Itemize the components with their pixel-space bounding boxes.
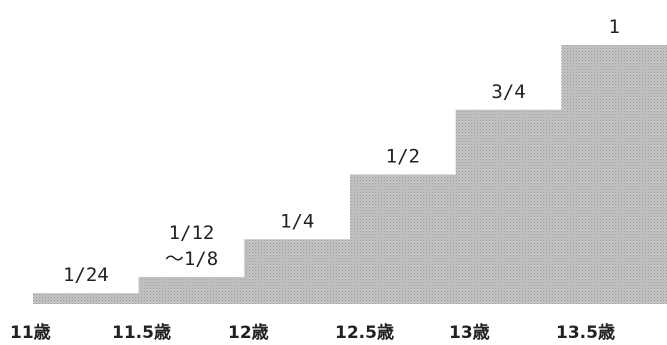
x-tick-label-2: 12歳	[228, 322, 269, 343]
x-tick-label-3: 12.5歳	[335, 322, 394, 343]
x-tick-label-1: 11.5歳	[112, 322, 171, 343]
bar-0	[33, 293, 140, 304]
data-label-2: 1/4	[280, 210, 314, 232]
x-axis-tick-labels: 11歳 11.5歳 12歳 12.5歳 13歳 13.5歳	[10, 322, 615, 343]
x-tick-label-5: 13.5歳	[556, 322, 615, 343]
bars-group	[33, 45, 667, 304]
data-label-4: 3/4	[491, 81, 525, 103]
bar-1	[138, 277, 245, 304]
data-label-1-line-1: ～1/8	[165, 248, 218, 270]
bar-3	[350, 174, 457, 304]
data-label-0: 1/24	[63, 264, 109, 286]
data-label-3: 1/2	[386, 146, 420, 168]
bar-4	[455, 109, 562, 304]
data-labels-group: 1/24 1/12 ～1/8 1/4 1/2 3/4 1	[63, 16, 620, 286]
bar-2	[244, 239, 351, 304]
bar-5	[561, 45, 667, 304]
x-tick-label-0: 11歳	[10, 322, 51, 343]
data-label-1-line-0: 1/12	[169, 222, 215, 244]
data-label-5: 1	[608, 16, 619, 38]
x-tick-label-4: 13歳	[449, 322, 490, 343]
